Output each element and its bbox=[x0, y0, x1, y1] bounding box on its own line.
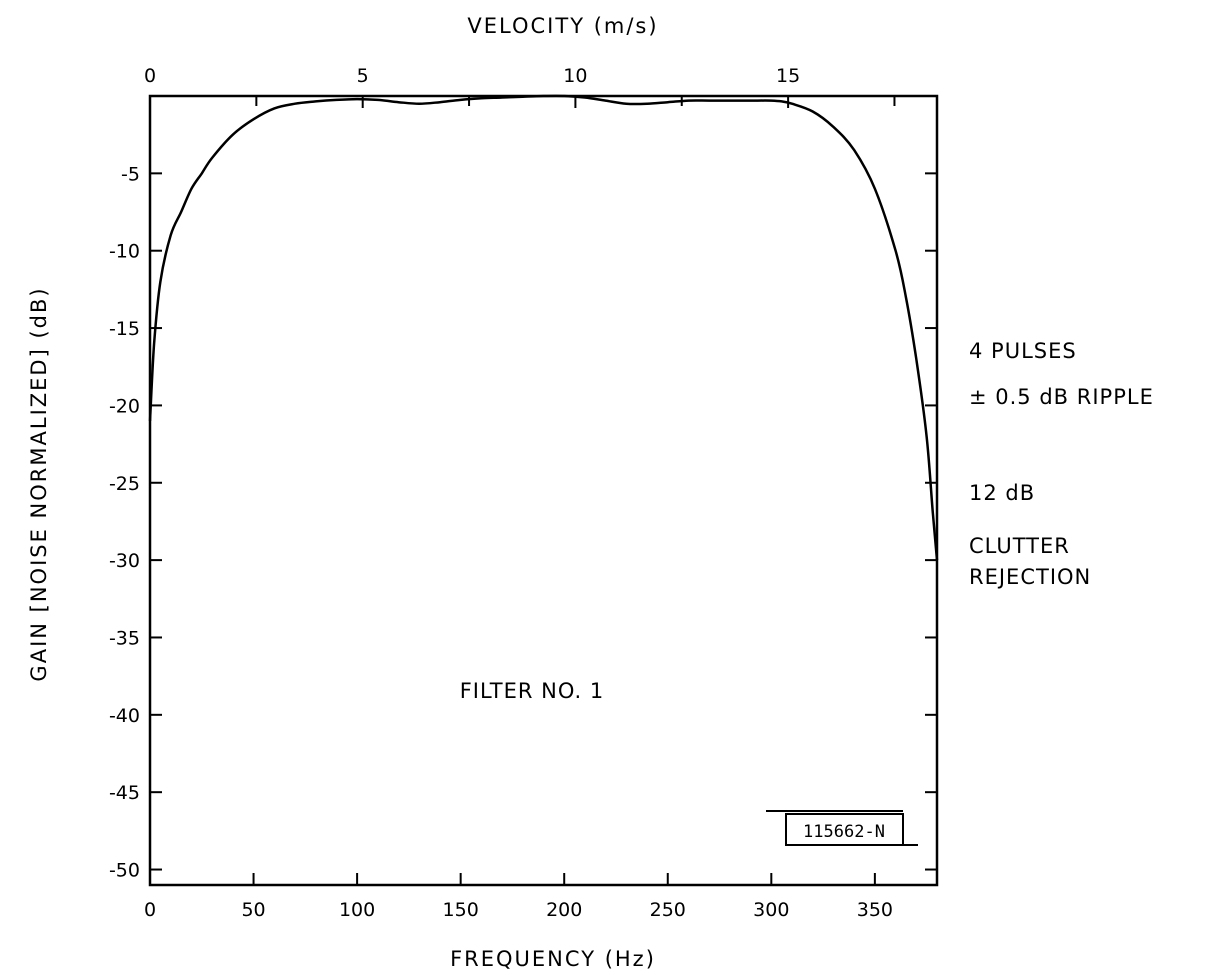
x-tick-label: 350 bbox=[857, 899, 893, 921]
x2-tick-label: 0 bbox=[144, 65, 156, 87]
y-tick-label: -30 bbox=[109, 550, 140, 572]
x-tick-label: 100 bbox=[339, 899, 375, 921]
x-tick-label: 150 bbox=[443, 899, 479, 921]
x2-tick-label: 10 bbox=[563, 65, 587, 87]
x2-tick-label: 5 bbox=[357, 65, 369, 87]
y-tick-label: -25 bbox=[109, 473, 140, 495]
y-axis-ticks: -5 -10 -15 -20 -25 -30 -35 -40 -45 -50 bbox=[109, 163, 937, 882]
y-tick-label: -50 bbox=[109, 860, 140, 882]
pulses-note: 4 PULSES bbox=[969, 339, 1077, 363]
figure-id-text: 115662-N bbox=[803, 822, 885, 842]
y-tick-label: -20 bbox=[109, 395, 140, 417]
figure-id-stamp: 115662-N bbox=[766, 810, 918, 846]
x-tick-label: 50 bbox=[241, 899, 265, 921]
x2-axis-title: VELOCITY (m/s) bbox=[467, 14, 658, 38]
rejection-note: REJECTION bbox=[969, 565, 1091, 589]
y-tick-label: -5 bbox=[121, 163, 140, 185]
y-tick-label: -10 bbox=[109, 241, 140, 263]
y-tick-label: -35 bbox=[109, 627, 140, 649]
clutter-note: CLUTTER bbox=[969, 534, 1070, 558]
x-axis-ticks: 0 50 100 150 200 250 300 350 bbox=[144, 873, 893, 921]
y-tick-label: -45 bbox=[109, 782, 140, 804]
filter-response-line bbox=[148, 94, 939, 561]
y-tick-label: -40 bbox=[109, 705, 140, 727]
x-tick-label: 300 bbox=[753, 899, 789, 921]
x-axis-title: FREQUENCY (Hz) bbox=[450, 947, 656, 971]
plot-frame bbox=[148, 94, 939, 887]
clutter-db-note: 12 dB bbox=[969, 481, 1035, 505]
x-tick-label: 200 bbox=[546, 899, 582, 921]
ripple-note: ± 0.5 dB RIPPLE bbox=[969, 385, 1154, 409]
y-axis-title: GAIN [NOISE NORMALIZED] (dB) bbox=[27, 286, 51, 681]
x-tick-label: 0 bbox=[144, 899, 156, 921]
x2-tick-label: 15 bbox=[776, 65, 800, 87]
x-tick-label: 250 bbox=[650, 899, 686, 921]
id-stamp-box bbox=[785, 813, 904, 846]
velocity-axis-ticks: 0 5 10 15 bbox=[144, 65, 896, 108]
filter-label: FILTER NO. 1 bbox=[460, 679, 605, 703]
y-tick-label: -15 bbox=[109, 318, 140, 340]
